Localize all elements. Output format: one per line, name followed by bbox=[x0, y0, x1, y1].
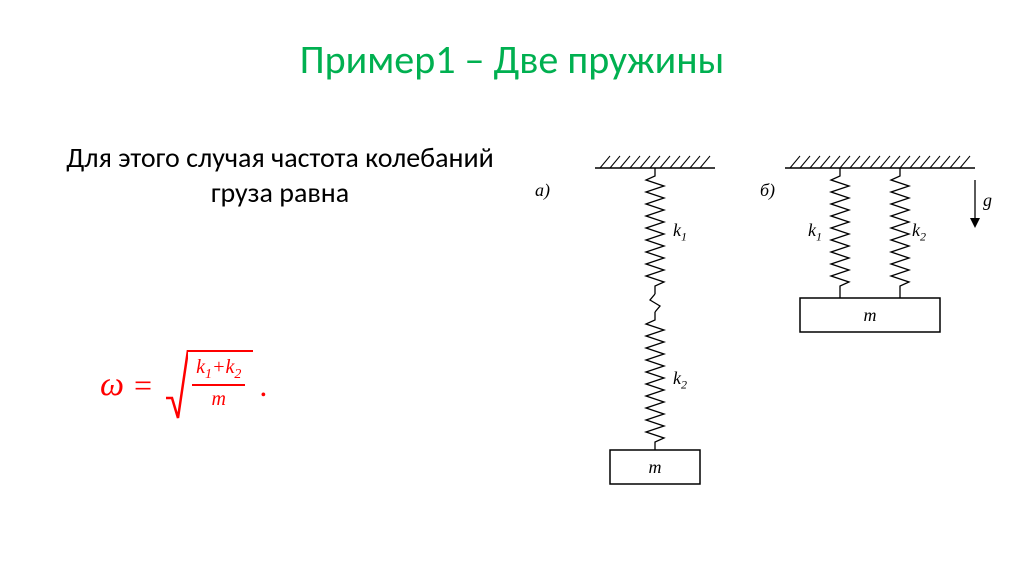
svg-text:m: m bbox=[649, 457, 662, 477]
formula-lhs: ω bbox=[100, 366, 124, 404]
k2-label-a: k2 bbox=[673, 368, 687, 393]
diagram-b: б) m bbox=[770, 150, 990, 355]
svg-text:m: m bbox=[864, 305, 877, 325]
k2-label-b: k2 bbox=[912, 220, 926, 245]
k1-label-b: k1 bbox=[808, 220, 822, 245]
subtitle-text: Для этого случая частота колебаний груза… bbox=[50, 140, 510, 210]
formula-numerator: k1+k2 bbox=[192, 356, 245, 384]
sqrt-icon: k1+k2 m bbox=[166, 350, 253, 420]
diagram-a: а) m k1 k2 bbox=[545, 150, 765, 500]
label-a: а) bbox=[535, 180, 550, 201]
formula-denominator: m bbox=[211, 386, 225, 410]
g-label: g bbox=[983, 190, 992, 211]
formula-eq: = bbox=[134, 367, 152, 404]
label-b: б) bbox=[760, 180, 775, 201]
k1-label-a: k1 bbox=[673, 220, 687, 245]
page-title: Пример1 – Две пружины bbox=[0, 0, 1024, 84]
formula: ω = k1+k2 m . bbox=[100, 350, 267, 420]
